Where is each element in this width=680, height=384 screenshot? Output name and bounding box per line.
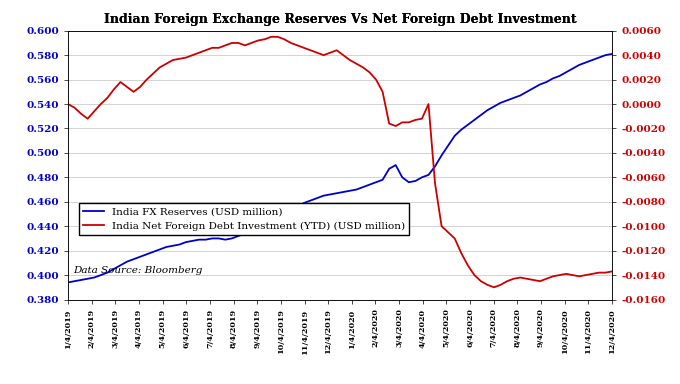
- Text: Indian Foreign Exchange Reserves Vs Net Foreign Debt Investment: Indian Foreign Exchange Reserves Vs Net …: [103, 13, 577, 26]
- India FX Reserves (USD million): [477, 113, 485, 118]
- India FX Reserves (USD million): [503, 98, 511, 103]
- India Net Foreign Debt Investment (YTD) (USD million): [97, 102, 105, 106]
- India Net Foreign Debt Investment (YTD) (USD million): [339, 53, 347, 58]
- India FX Reserves (USD million): [71, 279, 79, 283]
- Line: India Net Foreign Debt Investment (YTD) (USD million): India Net Foreign Debt Investment (YTD) …: [68, 37, 612, 287]
- India Net Foreign Debt Investment (YTD) (USD million): [608, 269, 616, 274]
- Line: India FX Reserves (USD million): India FX Reserves (USD million): [68, 54, 612, 282]
- India Net Foreign Debt Investment (YTD) (USD million): [71, 105, 79, 110]
- India Net Foreign Debt Investment (YTD) (USD million): [267, 35, 275, 39]
- Text: Indian Foreign Exchange Reserves Vs Net Foreign Debt Investment: Indian Foreign Exchange Reserves Vs Net …: [103, 13, 577, 26]
- India Net Foreign Debt Investment (YTD) (USD million): [313, 50, 321, 55]
- India FX Reserves (USD million): [97, 273, 105, 277]
- India Net Foreign Debt Investment (YTD) (USD million): [490, 285, 498, 290]
- India FX Reserves (USD million): [307, 198, 315, 203]
- India Net Foreign Debt Investment (YTD) (USD million): [483, 283, 492, 287]
- India FX Reserves (USD million): [64, 280, 72, 285]
- India FX Reserves (USD million): [333, 191, 341, 195]
- India Net Foreign Debt Investment (YTD) (USD million): [64, 102, 72, 106]
- India Net Foreign Debt Investment (YTD) (USD million): [516, 275, 524, 280]
- Legend: India FX Reserves (USD million), India Net Foreign Debt Investment (YTD) (USD mi: India FX Reserves (USD million), India N…: [79, 203, 409, 235]
- India FX Reserves (USD million): [608, 51, 616, 56]
- Text: Data Source: Bloomberg: Data Source: Bloomberg: [73, 266, 203, 275]
